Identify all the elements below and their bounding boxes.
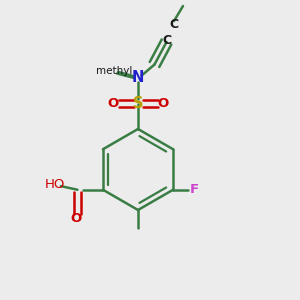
Text: C: C [162,34,171,47]
Text: O: O [107,97,119,110]
Text: N: N [132,70,144,86]
Text: C: C [169,17,178,31]
Text: F: F [190,183,199,196]
Text: O: O [70,212,82,225]
Text: O: O [157,97,169,110]
Text: methyl: methyl [96,65,132,76]
Text: S: S [133,96,143,111]
Text: HO: HO [45,178,65,191]
